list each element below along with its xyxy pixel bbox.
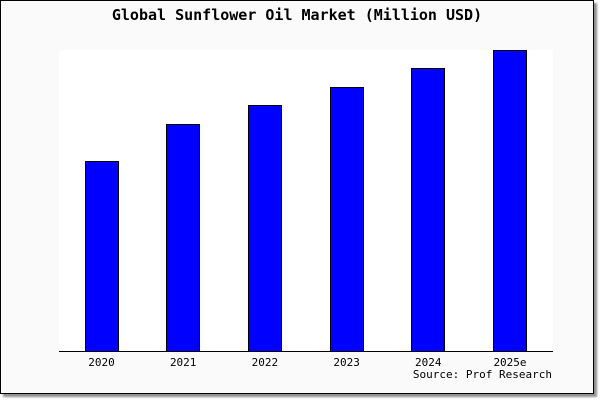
bar-2020 xyxy=(84,161,119,351)
bar-2022 xyxy=(247,105,282,351)
x-tick-label-2024: 2024 xyxy=(415,356,442,369)
bar-2025e xyxy=(493,50,527,351)
x-tick-label-2023: 2023 xyxy=(333,356,360,369)
bar-2021 xyxy=(166,124,201,351)
x-tick-label-2021: 2021 xyxy=(169,356,197,369)
chart-frame: Global Sunflower Oil Market (Million USD… xyxy=(0,0,594,394)
x-axis-line xyxy=(59,351,553,352)
bar-2023 xyxy=(329,87,364,351)
source-credit: Source: Prof Research xyxy=(412,368,552,381)
plot-area xyxy=(59,50,553,352)
x-tick-label-2022: 2022 xyxy=(251,356,279,369)
x-tick-label-2020: 2020 xyxy=(88,356,115,369)
x-tick-label-2025e: 2025e xyxy=(493,356,527,369)
chart-title: Global Sunflower Oil Market (Million USD… xyxy=(111,6,483,24)
bar-2024 xyxy=(411,68,446,351)
